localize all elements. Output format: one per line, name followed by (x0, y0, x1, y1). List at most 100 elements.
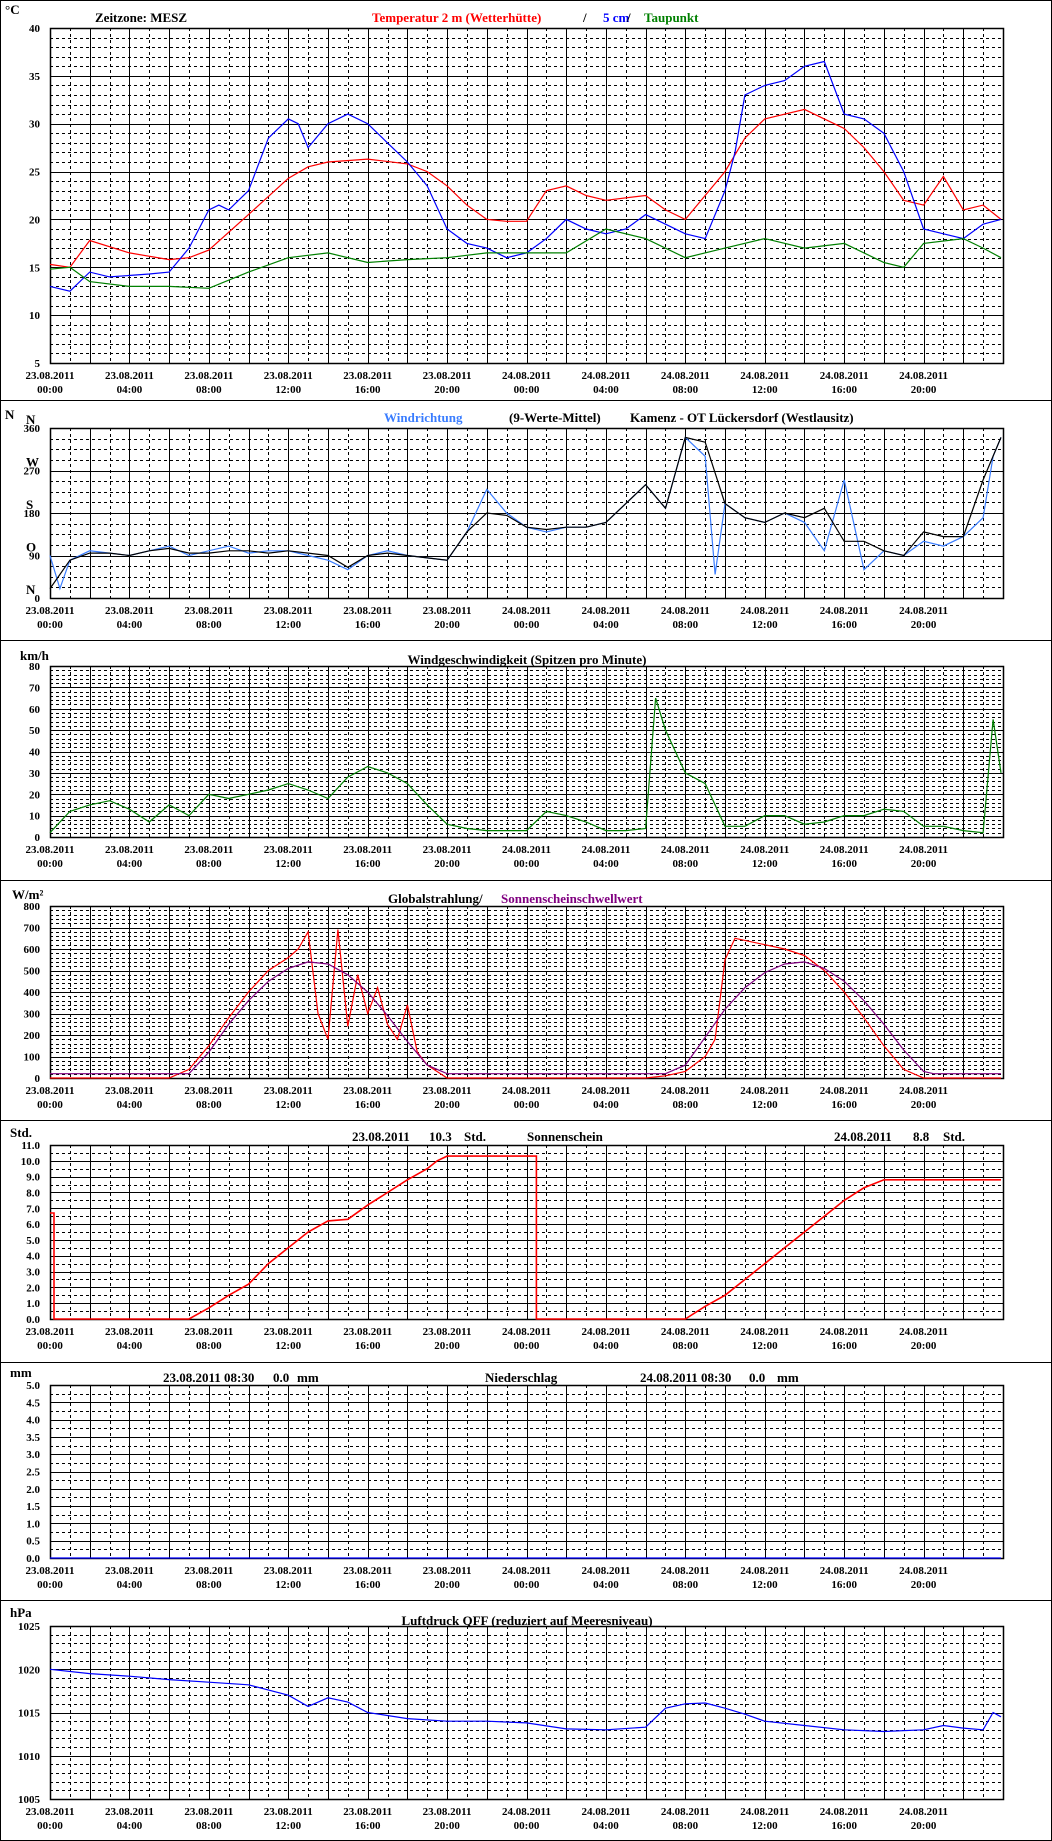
x-tick-time: 00:00 (37, 384, 63, 396)
x-tick-date: 24.08.2011 (740, 1326, 789, 1338)
plot-border (49, 665, 1005, 839)
plot-border (49, 1144, 1005, 1321)
x-tick-date: 24.08.2011 (502, 370, 551, 382)
x-tick-time: 16:00 (355, 1099, 381, 1111)
y-tick-label: 100 (24, 1052, 41, 1064)
x-tick-time: 12:00 (752, 1820, 778, 1832)
x-tick-date: 24.08.2011 (820, 605, 869, 617)
y-tick-label: 5.0 (26, 1380, 40, 1392)
x-tick-time: 08:00 (672, 1340, 698, 1352)
y-tick-label: 40 (29, 747, 41, 759)
series-line (50, 961, 1001, 1075)
x-tick-date: 24.08.2011 (740, 370, 789, 382)
y-tick-label: 40 (29, 23, 41, 35)
x-tick-date: 23.08.2011 (105, 1565, 154, 1577)
unit-label: mm (10, 1365, 32, 1380)
x-tick-date: 23.08.2011 (423, 1326, 472, 1338)
y-tick-label: 5 (35, 358, 41, 370)
x-tick-time: 08:00 (672, 619, 698, 631)
x-tick-date: 24.08.2011 (740, 844, 789, 856)
compass-label: W (26, 455, 39, 470)
x-tick-time: 08:00 (196, 1820, 222, 1832)
unit-label: km/h (20, 648, 50, 663)
x-tick-time: 20:00 (911, 619, 937, 631)
x-tick-labels: 23.08.2011 00:00 23.08.2011 04:00 23.08.2011… (26, 1565, 948, 1591)
x-tick-time: 04:00 (593, 619, 619, 631)
x-tick-date: 24.08.2011 (581, 1085, 630, 1097)
x-tick-labels: 23.08.2011 00:00 23.08.2011 04:00 23.08.2011… (26, 370, 948, 396)
y-tick-label: 300 (24, 1009, 41, 1021)
unit-label: W/m² (12, 887, 43, 902)
x-tick-time: 08:00 (672, 1820, 698, 1832)
series-line (49, 697, 1002, 834)
x-tick-date: 24.08.2011 (820, 1326, 869, 1338)
x-tick-time: 08:00 (672, 1099, 698, 1111)
x-tick-time: 12:00 (275, 1579, 301, 1591)
x-tick-time: 04:00 (117, 384, 143, 396)
y-tick-label: 20 (29, 789, 41, 801)
grid (50, 28, 1004, 364)
x-tick-time: 00:00 (514, 619, 540, 631)
y-tick-label: 0.5 (26, 1536, 40, 1548)
x-tick-time: 00:00 (514, 1099, 540, 1111)
unit-label: °C (5, 2, 20, 17)
grid (50, 1385, 1004, 1559)
y-tick-label: 0.0 (26, 1553, 40, 1565)
x-tick-time: 16:00 (831, 619, 857, 631)
x-tick-date: 23.08.2011 (423, 370, 472, 382)
y-tick-label: 0 (35, 832, 41, 844)
x-tick-time: 20:00 (911, 1820, 937, 1832)
x-tick-time: 20:00 (911, 1579, 937, 1591)
x-tick-time: 12:00 (275, 858, 301, 870)
x-tick-date: 23.08.2011 (105, 1806, 154, 1818)
x-tick-time: 04:00 (117, 1579, 143, 1591)
grid (50, 428, 1004, 599)
x-tick-date: 23.08.2011 (184, 1326, 233, 1338)
x-tick-time: 16:00 (355, 619, 381, 631)
y-tick-label: 200 (24, 1030, 41, 1042)
y-tick-label: 11.0 (21, 1140, 40, 1152)
x-tick-time: 00:00 (514, 1579, 540, 1591)
y-tick-label: 360 (24, 423, 41, 435)
header-text: Niederschlag (485, 1370, 558, 1385)
x-tick-date: 24.08.2011 (661, 605, 710, 617)
x-tick-date: 23.08.2011 (343, 1085, 392, 1097)
y-tick-label: 80 (29, 661, 41, 673)
header-text: Std. (464, 1129, 486, 1144)
plot-border (49, 1625, 1005, 1801)
x-tick-time: 20:00 (434, 1579, 460, 1591)
series-line (49, 436, 1002, 589)
y-tick-label: 1015 (18, 1708, 41, 1720)
panel-sunshine: 0.01.02.03.04.05.06.07.08.09.010.011.0St… (10, 1125, 1005, 1352)
y-tick-label: 6.0 (26, 1219, 40, 1231)
x-tick-date: 24.08.2011 (502, 1085, 551, 1097)
x-tick-date: 24.08.2011 (661, 1565, 710, 1577)
x-tick-time: 00:00 (37, 1340, 63, 1352)
x-tick-date: 23.08.2011 (26, 370, 75, 382)
x-tick-date: 24.08.2011 (820, 370, 869, 382)
x-tick-date: 23.08.2011 (343, 1565, 392, 1577)
x-tick-date: 24.08.2011 (661, 844, 710, 856)
x-tick-time: 12:00 (275, 384, 301, 396)
x-tick-date: 23.08.2011 (26, 605, 75, 617)
x-tick-time: 16:00 (355, 1820, 381, 1832)
x-tick-date: 23.08.2011 (264, 605, 313, 617)
x-tick-time: 04:00 (593, 1579, 619, 1591)
y-tick-label: 800 (24, 901, 41, 913)
x-tick-time: 12:00 (275, 1820, 301, 1832)
x-tick-time: 08:00 (196, 619, 222, 631)
x-tick-time: 12:00 (275, 619, 301, 631)
y-tick-label: 15 (29, 262, 41, 274)
y-tick-label: 2.0 (26, 1484, 40, 1496)
x-tick-time: 00:00 (514, 858, 540, 870)
y-tick-label: 4.0 (26, 1415, 40, 1427)
x-tick-time: 16:00 (831, 1340, 857, 1352)
x-tick-date: 23.08.2011 (26, 1085, 75, 1097)
x-tick-time: 12:00 (752, 858, 778, 870)
x-tick-date: 24.08.2011 (661, 1085, 710, 1097)
y-tick-label: 1025 (18, 1621, 41, 1633)
x-tick-time: 20:00 (434, 1099, 460, 1111)
x-tick-date: 24.08.2011 (740, 1806, 789, 1818)
x-tick-time: 16:00 (355, 858, 381, 870)
